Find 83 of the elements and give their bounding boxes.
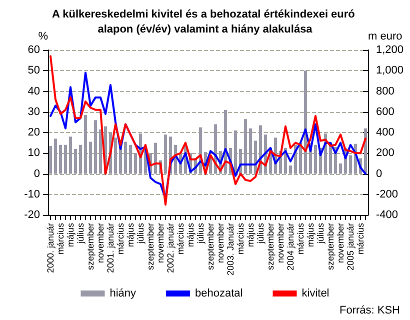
y-tick-label: 30 [28,106,40,118]
bar [84,114,87,174]
y-tick-label: 40 [28,85,40,98]
bar [69,136,72,174]
y2-tick-label: 800 [376,85,394,98]
x-tick-label: november [276,223,286,264]
bar [114,138,117,174]
bar [49,146,52,174]
y-tick-label: -10 [24,188,40,200]
bar [154,142,157,174]
bar [79,144,82,174]
y2-tick-label: 200 [376,147,394,160]
x-tick-label: május [246,222,256,248]
bar [59,144,62,174]
legend-label: hiány [110,288,137,300]
x-tick-label: november [216,223,226,264]
y2-tick-label: -200 [376,188,398,200]
x-tick-label: március [176,222,186,255]
x-tick-label: 2000. január [46,223,56,274]
x-tick-label: 2003. Január [226,223,236,276]
x-tick-label: március [236,222,246,255]
legend-label: kivitel [302,288,330,300]
line-series [50,55,366,206]
bar [99,129,102,174]
y2-tick-label: 600 [376,106,394,118]
bar [94,120,97,174]
x-tick-label: 2005 január [346,223,356,271]
legend-label: behozatal [195,288,243,300]
y-tick-label: 50 [28,64,40,77]
x-tick-label: május [306,222,316,248]
y2-tick-label: -400 [376,209,398,221]
x-tick-label: május [186,222,196,248]
y2-axis-title: m euro [368,30,402,42]
x-tick-label: március [56,222,66,255]
bar [349,155,352,174]
x-tick-label: május [126,222,136,248]
y-tick-label: 0 [34,168,40,180]
bar [129,144,132,174]
x-tick-label: július [256,222,266,245]
bar [289,166,292,174]
text: Forrás: KSH [339,304,400,316]
x-tick-label: 2004 január [286,223,296,271]
x-tick-label: július [316,222,326,245]
bar [164,134,167,174]
x-tick-label: szeptember [266,223,276,270]
x-tick-label: július [136,222,146,245]
x-tick-label: március [356,222,366,255]
bar [124,142,127,174]
bar [134,153,137,174]
x-tick-label: május [66,222,76,248]
y-tick-label: 60 [28,44,40,56]
y2-tick-label: 400 [376,126,394,138]
x-tick-label: szeptember [86,223,96,270]
y-tick-label: 10 [28,147,40,160]
bar [339,163,342,174]
x-tick-label: november [96,223,106,264]
bar [314,144,317,174]
y-tick-label: 20 [28,126,40,138]
chart-title: A külkereskedelmi kivitel és a behozatal értékindexei euró alapon (év/év) valamint a hiány alakulása [52,8,358,36]
bar [234,130,237,174]
bar [249,128,252,174]
x-tick-label: 2001. január [106,223,116,274]
bar [64,144,67,174]
x-tick-label: november [156,223,166,264]
bar [74,149,77,174]
y-axis-title: % [38,30,48,42]
x-tick-label: 2002. január [166,223,176,274]
y2-tick-label: 1,200 [376,44,404,56]
bar [119,146,122,174]
x-tick-label: július [196,222,206,245]
bar [244,119,247,174]
y-tick-label: -20 [24,209,40,221]
x-tick-label: március [296,222,306,255]
bar [89,142,92,174]
x-tick-label: március [116,222,126,255]
y2-tick-label: 0 [376,168,382,180]
x-tick-label: július [76,222,86,245]
y2-tick-label: 1,000 [376,64,404,77]
x-tick-label: november [336,223,346,264]
bar [54,138,57,174]
x-tick-label: szeptember [146,223,156,270]
x-tick-label: szeptember [326,223,336,270]
x-tick-label: szeptember [206,223,216,270]
